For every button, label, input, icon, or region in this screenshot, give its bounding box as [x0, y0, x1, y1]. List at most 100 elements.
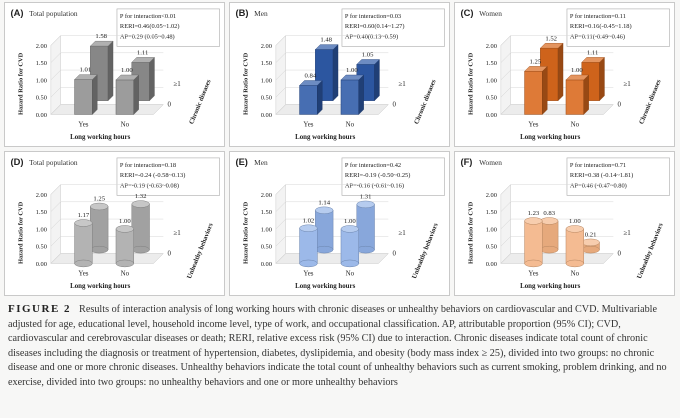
x-axis-label: Long working hours [295, 283, 355, 290]
y-tick-label: 1.00 [36, 77, 47, 84]
bar-side [149, 56, 155, 102]
bar [74, 79, 93, 115]
data-label: 1.11 [587, 49, 598, 56]
depth-axis-label: Chronic diseases [638, 78, 662, 125]
bar-top [315, 206, 334, 214]
x-axis-label: Long working hours [70, 283, 130, 290]
floor [500, 253, 614, 264]
data-label: 0.21 [585, 231, 597, 238]
bar-top [314, 44, 339, 50]
bar-side [374, 58, 380, 102]
data-label: 1.02 [303, 217, 315, 224]
y-tick-label: 0.00 [261, 261, 272, 268]
x-tick-label: No [121, 270, 130, 277]
x-axis-label: Long working hours [295, 134, 355, 141]
panel-title: Women [479, 9, 502, 18]
y-axis-label: Hazard Ratio for CVD [242, 201, 249, 264]
stats-line: RERI=-0.24 (-0.58~0.13) [120, 172, 185, 179]
panel-label: (D) [10, 157, 23, 167]
y-tick-label: 2.00 [261, 43, 272, 50]
y-tick-label: 1.00 [261, 226, 272, 233]
y-tick-label: 0.00 [486, 261, 497, 268]
bar [74, 222, 93, 264]
stats-line: AP=-0.19 (-0.63~0.08) [120, 183, 179, 190]
x-tick-label: No [571, 270, 580, 277]
x-tick-label: No [346, 270, 355, 277]
depth-axis-label: Chronic diseases [413, 78, 437, 125]
grid-line [500, 87, 511, 98]
grid-line [275, 35, 286, 46]
x-tick-label: No [571, 121, 580, 128]
stats-line: P for interaction=0.18 [120, 162, 176, 169]
bar [90, 206, 109, 250]
stats-line: P for interaction=0.71 [570, 162, 626, 169]
bar-base [581, 245, 600, 254]
x-tick-label: Yes [303, 121, 313, 128]
grid-line [50, 236, 61, 247]
depth-tick-label: 0 [618, 251, 622, 258]
data-label: 1.48 [320, 37, 332, 44]
bar-top [540, 217, 559, 225]
depth-tick-label: 0 [393, 102, 397, 109]
bar-top [74, 219, 93, 227]
bar-base [565, 259, 584, 268]
stats-line: P for interaction<0.01 [120, 13, 176, 20]
y-tick-label: 1.00 [261, 77, 272, 84]
grid-line [275, 52, 286, 63]
grid-line [50, 35, 61, 46]
y-tick-label: 1.50 [36, 209, 47, 216]
bar-base [131, 245, 150, 254]
y-tick-label: 0.00 [36, 261, 47, 268]
bar-base [115, 259, 134, 268]
panel-title: Total population [29, 158, 78, 167]
grid-line [275, 218, 286, 230]
data-label: 1.31 [360, 193, 372, 200]
bar-base [524, 259, 543, 268]
bar [340, 228, 359, 264]
x-axis-label: Long working hours [520, 283, 580, 290]
depth-tick-label: ≥1 [399, 230, 407, 237]
panel-label: (B) [235, 8, 248, 18]
stats-line: AP=0.40(0.13~0.59) [345, 34, 398, 41]
bar-top [565, 74, 590, 81]
bar [565, 228, 584, 264]
caption-text: Results of interaction analysis of long … [8, 304, 667, 388]
panel-e: (E) Men P for interaction=0.42 RERI=-0.19 (… [229, 151, 450, 296]
bar-base [315, 245, 334, 254]
figure-panels: (A) Total population P for interaction<0.0… [4, 2, 676, 298]
data-label: 1.00 [571, 67, 583, 74]
grid-line [275, 236, 286, 247]
grid-line [500, 201, 511, 212]
stats-line: RERI=0.60(0.14~1.27) [345, 23, 405, 30]
bar-top [539, 43, 564, 49]
depth-tick-label: ≥1 [624, 230, 632, 237]
panel-d: (D) Total population P for interaction=0.1… [4, 151, 225, 296]
data-label: 1.58 [95, 33, 107, 40]
y-tick-label: 1.00 [486, 77, 497, 84]
chart-d: (D) Total population P for interaction=0.1… [10, 157, 220, 290]
stats-box [566, 157, 670, 196]
bar-side [358, 74, 364, 115]
bar-base [299, 259, 318, 268]
grid-line [275, 201, 286, 212]
y-tick-label: 1.50 [486, 60, 497, 67]
stats-line: AP=0.46 (-0.47~0.80) [570, 183, 627, 190]
x-tick-label: Yes [528, 270, 538, 277]
x-tick-label: Yes [528, 121, 538, 128]
data-label: 1.01 [80, 67, 92, 74]
panel-title: Women [479, 158, 502, 167]
data-label: 1.23 [528, 210, 540, 217]
bar-top [115, 225, 134, 233]
depth-axis-label: Unhealthy behaviors [411, 222, 440, 280]
depth-axis-label: Unhealthy behaviors [186, 222, 215, 280]
bar-top [340, 74, 365, 81]
y-tick-label: 0.50 [261, 95, 272, 102]
grid-line [500, 184, 511, 195]
bar-side [542, 65, 548, 115]
x-tick-label: No [121, 121, 130, 128]
grid-line [50, 218, 61, 230]
bar-side [557, 42, 564, 102]
depth-axis-label: Chronic diseases [188, 78, 212, 125]
bar-top [356, 59, 380, 65]
stats-line: RERI=0.46(0.05~1.02) [120, 23, 180, 30]
